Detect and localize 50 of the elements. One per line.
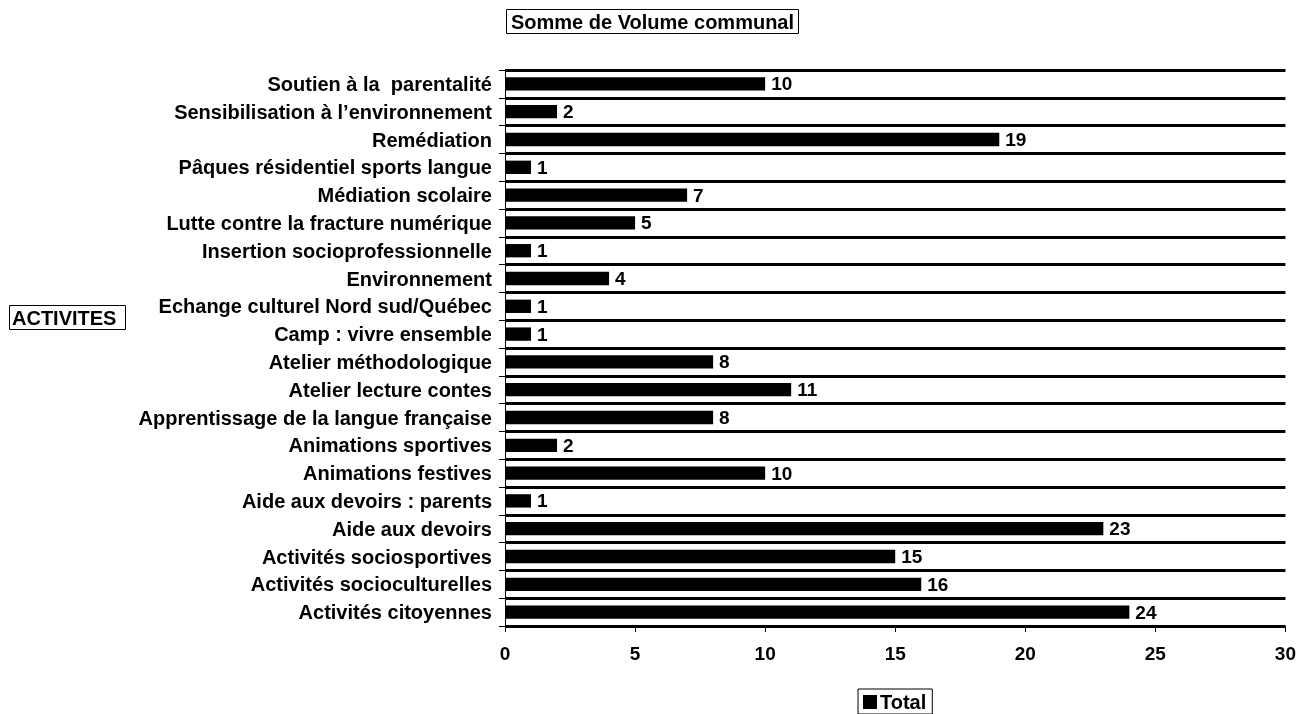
- y-tick-label: Animations festives: [303, 462, 492, 485]
- y-tick-label: Animations sportives: [288, 434, 492, 457]
- y-tick-label: Atelier méthodologique: [268, 350, 492, 373]
- x-tick-label: 5: [629, 643, 641, 664]
- x-tick-label: 20: [1014, 643, 1036, 664]
- x-tick-label: 10: [754, 643, 776, 664]
- data-label: 1: [537, 323, 549, 345]
- data-label: 10: [771, 73, 793, 95]
- data-label: 2: [563, 434, 574, 456]
- data-label: 5: [641, 212, 653, 234]
- data-label: 16: [927, 573, 949, 595]
- data-label: 23: [1109, 518, 1131, 540]
- data-label: 7: [693, 184, 704, 206]
- data-label: 1: [537, 240, 549, 262]
- y-tick-label: Activités socioculturelles: [250, 573, 492, 596]
- legend-label: Total: [880, 691, 927, 713]
- y-tick-label: Aide aux devoirs: [331, 517, 492, 540]
- data-label: 24: [1135, 601, 1157, 623]
- y-tick-label: Soutien à la parentalité: [267, 72, 492, 95]
- y-tick-label: Aide aux devoirs : parents: [241, 489, 492, 512]
- y-tick-label: Activités citoyennes: [298, 601, 492, 624]
- y-tick-label: Echange culturel Nord sud/Québec: [158, 295, 492, 318]
- data-label: 1: [537, 490, 549, 512]
- data-label: 1: [537, 156, 549, 178]
- data-label: 8: [719, 407, 730, 428]
- data-label: 8: [719, 351, 730, 373]
- data-label: 11: [797, 379, 818, 401]
- data-label: 2: [563, 101, 574, 123]
- y-tick-label: Atelier lecture contes: [288, 378, 492, 401]
- y-tick-label: Pâques résidentiel sports langue: [178, 156, 492, 179]
- x-tick-label: 15: [884, 643, 907, 664]
- y-tick-label: Médiation scolaire: [317, 184, 492, 207]
- y-tick-label: Camp : vivre ensemble: [274, 323, 492, 346]
- x-tick-label: 30: [1274, 643, 1296, 664]
- y-tick-label: Apprentissage de la langue française: [138, 406, 492, 429]
- y-tick-label: Insertion socioprofessionnelle: [201, 239, 492, 262]
- data-label: 10: [771, 462, 793, 484]
- data-label: 15: [901, 546, 923, 567]
- y-tick-label: Remédiation: [371, 128, 492, 151]
- y-tick-label: Sensibilisation à l’environnement: [174, 100, 493, 123]
- y-tick-label: Environnement: [346, 267, 493, 290]
- x-tick-label: 0: [499, 643, 511, 664]
- y-tick-label: Activités sociosportives: [261, 545, 492, 568]
- chart-title: Somme de Volume communal: [511, 11, 795, 33]
- data-label: 1: [537, 295, 549, 317]
- x-tick-label: 25: [1144, 643, 1167, 664]
- text: ACTIVITES: [12, 307, 117, 329]
- data-label: 4: [615, 268, 627, 289]
- y-tick-label: Lutte contre la fracture numérique: [166, 211, 492, 234]
- data-label: 19: [1005, 129, 1027, 150]
